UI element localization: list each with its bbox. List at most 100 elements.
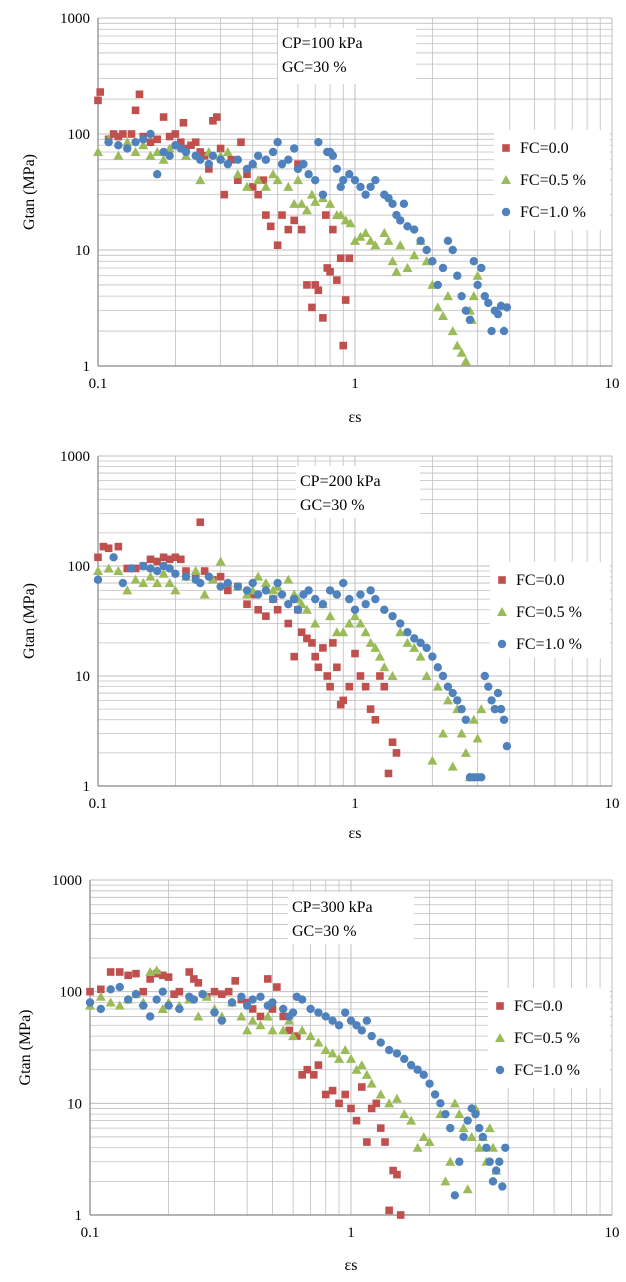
data-point: [260, 181, 271, 191]
data-point: [139, 135, 148, 144]
data-point: [109, 553, 118, 562]
data-point: [487, 326, 496, 336]
data-point: [277, 590, 287, 599]
data-point: [284, 155, 293, 164]
data-point: [442, 291, 453, 301]
data-point: [396, 216, 405, 225]
data-point: [248, 159, 257, 169]
x-tick-label: 1: [351, 376, 359, 392]
data-point: [200, 567, 209, 575]
data-point: [393, 1170, 401, 1179]
data-point: [441, 1109, 450, 1119]
data-point: [366, 1078, 377, 1088]
data-point: [461, 715, 471, 724]
gridlines: [97, 455, 613, 787]
data-point: [388, 199, 397, 209]
data-point: [293, 164, 303, 174]
data-point: [204, 159, 214, 169]
data-point: [306, 189, 317, 199]
data-point: [293, 605, 303, 614]
data-point: [472, 733, 483, 743]
data-point: [196, 578, 205, 588]
data-point: [346, 1016, 356, 1025]
data-point: [297, 225, 306, 234]
y-axis-label: Gtan (MPa): [21, 154, 38, 230]
data-point: [159, 113, 168, 121]
data-point: [446, 1123, 455, 1133]
data-point: [171, 569, 180, 578]
legend-label: FC=0.0: [514, 998, 563, 1015]
data-point: [106, 985, 115, 994]
x-tick-label: 10: [605, 1225, 620, 1241]
data-point: [201, 991, 212, 1001]
data-point: [418, 1131, 429, 1141]
data-point: [453, 271, 462, 280]
legend-marker: [497, 639, 507, 649]
data-point: [325, 611, 336, 621]
data-point: [119, 130, 127, 138]
data-point: [283, 181, 294, 191]
annotation-box: [288, 892, 414, 944]
data-point: [139, 561, 148, 571]
data-point: [297, 1025, 308, 1035]
data-point: [334, 1021, 344, 1030]
data-point: [177, 555, 185, 564]
data-point: [334, 1053, 345, 1063]
data-point: [96, 1004, 106, 1014]
data-point: [253, 590, 263, 599]
data-point: [253, 175, 264, 185]
data-point: [242, 164, 252, 174]
data-point: [145, 1012, 155, 1021]
data-point: [114, 141, 123, 150]
data-point: [130, 574, 141, 584]
data-point: [442, 695, 453, 705]
data-point: [290, 144, 299, 153]
data-point: [256, 992, 265, 1001]
data-point: [196, 148, 205, 156]
data-point: [416, 236, 425, 246]
data-point: [216, 572, 225, 581]
data-point: [339, 578, 348, 588]
data-point: [242, 1001, 252, 1010]
legend-marker: [498, 576, 506, 584]
legend-label: FC=0.0: [520, 140, 569, 157]
data-point: [285, 1026, 294, 1035]
data-point: [351, 649, 359, 658]
data-point: [328, 1016, 337, 1025]
data-point: [220, 190, 229, 199]
data-point: [292, 175, 303, 185]
y-tick-label: 1000: [52, 873, 82, 889]
data-point: [321, 1012, 330, 1021]
data-point: [440, 1176, 451, 1186]
data-point: [118, 578, 128, 588]
data-point: [381, 1138, 389, 1146]
data-point: [216, 582, 225, 591]
data-point: [153, 566, 162, 576]
data-point: [97, 985, 105, 994]
data-point: [93, 146, 103, 156]
data-point: [422, 643, 431, 653]
data-point: [328, 151, 338, 160]
data-point: [502, 742, 512, 751]
data-point: [367, 1031, 376, 1041]
data-point: [493, 309, 503, 319]
data-point: [384, 1045, 394, 1055]
data-point: [127, 130, 136, 138]
data-point: [484, 1123, 495, 1133]
data-point: [106, 968, 115, 976]
data-point: [94, 553, 102, 562]
data-point: [371, 594, 380, 604]
data-point: [124, 971, 132, 980]
data-point: [268, 169, 279, 179]
data-point: [284, 225, 293, 234]
data-point: [115, 982, 124, 992]
data-point: [340, 215, 351, 225]
data-point: [290, 652, 299, 661]
data-point: [146, 129, 155, 139]
data-point: [159, 553, 168, 562]
data-point: [131, 137, 140, 147]
data-point: [457, 704, 466, 714]
x-tick-label: 1: [351, 796, 359, 812]
data-points: [93, 88, 512, 366]
